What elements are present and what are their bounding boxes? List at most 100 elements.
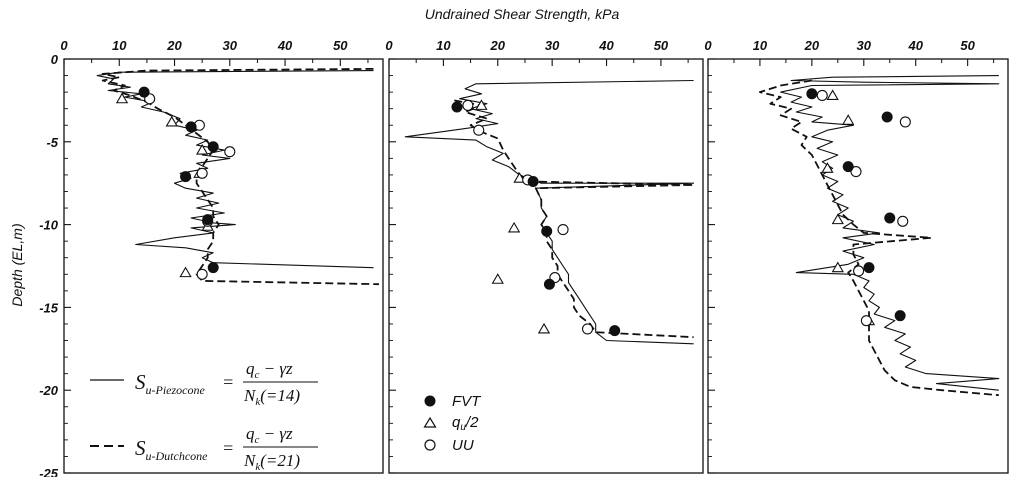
- qu2-point: [165, 115, 178, 127]
- x-tick-label: 0: [385, 38, 393, 53]
- legend-fvt-marker: [424, 395, 436, 407]
- qu2-point: [196, 143, 209, 155]
- fvt-point: [863, 262, 875, 274]
- panels-group: 0 10 20 30 40 50 0 -5 -10 -15 -20 -25 0 10 20 30 40 50 0 10…: [39, 38, 1009, 477]
- series-clip: [404, 79, 695, 345]
- fvt-point: [894, 310, 906, 322]
- x-tick-label: 50: [654, 38, 669, 53]
- x-tick-label: 20: [166, 38, 182, 53]
- fvt-point: [202, 214, 214, 226]
- qu2-point: [537, 322, 551, 334]
- qu2-point: [491, 273, 504, 284]
- x-tick-label: 0: [704, 38, 712, 53]
- legend-piezocone-equation: Su-Piezocone = qc − γz Nk(=14): [135, 359, 318, 408]
- uu-point: [196, 167, 208, 179]
- qu2-point: [179, 266, 192, 278]
- x-tick-label: 40: [907, 38, 923, 53]
- legend-uu-label: UU: [452, 437, 474, 454]
- panel-frame: [63, 58, 384, 474]
- uu-point: [860, 315, 872, 327]
- x-tick-label: 50: [960, 38, 975, 53]
- qu2-point: [115, 92, 129, 104]
- svg-text:Su-Piezocone: Su-Piezocone: [135, 370, 205, 397]
- y-tick-label: -10: [39, 218, 59, 233]
- y-tick-label: -5: [46, 135, 58, 150]
- x-tick-label: 30: [545, 38, 560, 53]
- uu-point: [899, 116, 911, 128]
- piezocone-line: [96, 70, 374, 269]
- qu2-point: [831, 261, 844, 273]
- fvt-point: [609, 325, 621, 337]
- uu-point: [196, 268, 208, 280]
- x-tick-label: 30: [857, 38, 872, 53]
- uu-point: [557, 224, 569, 236]
- panel-frame: [707, 58, 1009, 474]
- panel-frame: [388, 58, 704, 474]
- fvt-point: [806, 88, 818, 100]
- uu-point: [581, 323, 594, 335]
- fvt-point: [543, 278, 555, 290]
- x-tick-label: 10: [436, 38, 451, 53]
- fvt-point: [138, 86, 150, 98]
- y-tick-label: -25: [39, 466, 59, 477]
- uu-point: [816, 89, 828, 101]
- qu2-point: [821, 162, 834, 173]
- series-clip: [96, 68, 380, 286]
- svg-text:Nk(=21): Nk(=21): [243, 451, 300, 473]
- panel-3: 0 10 20 30 40 50: [704, 38, 1009, 474]
- fvt-point: [207, 262, 219, 274]
- uu-point: [224, 146, 236, 158]
- x-axis-title: Undrained Shear Strength, kPa: [425, 6, 620, 22]
- legend: Su-Piezocone = qc − γz Nk(=14) Su-Dutchc…: [90, 359, 482, 473]
- y-tick-label: -15: [39, 300, 59, 315]
- piezocone-line: [404, 79, 695, 345]
- fvt-point: [451, 101, 463, 113]
- qu2-point: [475, 99, 488, 110]
- x-tick-label: 0: [60, 38, 68, 53]
- legend-qu2-label: qu/2: [452, 414, 479, 433]
- svg-text:qc − γz: qc − γz: [246, 424, 293, 446]
- fvt-point: [541, 225, 553, 237]
- fvt-point: [185, 121, 197, 133]
- x-tick-label: 10: [753, 38, 768, 53]
- x-tick-label: 40: [598, 38, 614, 53]
- x-tick-label: 20: [804, 38, 820, 53]
- x-tick-label: 40: [277, 38, 293, 53]
- svg-text:qc − γz: qc − γz: [246, 359, 293, 381]
- svg-text:Nk(=14): Nk(=14): [243, 386, 300, 408]
- uu-point: [850, 166, 862, 178]
- uu-point: [853, 265, 865, 277]
- fvt-point: [884, 212, 896, 224]
- fvt-point: [527, 176, 539, 188]
- dutchcone-line: [101, 68, 380, 286]
- fvt-point: [881, 111, 893, 123]
- svg-text:=: =: [222, 438, 234, 458]
- fvt-point: [180, 171, 192, 183]
- piezocone-line: [780, 75, 1000, 391]
- x-tick-label: 20: [490, 38, 506, 53]
- legend-dutchcone-equation: Su-Dutchcone = qc − γz Nk(=21): [135, 424, 318, 473]
- qu2-point: [513, 172, 526, 183]
- y-tick-label: 0: [51, 52, 59, 67]
- uu-point: [473, 124, 485, 136]
- y-tick-label: -20: [39, 383, 59, 398]
- fvt-point: [842, 161, 854, 173]
- qu2-point: [507, 221, 521, 233]
- x-tick-label: 10: [112, 38, 127, 53]
- uu-point: [462, 99, 474, 111]
- fvt-point: [207, 141, 219, 153]
- legend-qu2-marker: [423, 416, 437, 428]
- x-tick-label: 50: [333, 38, 348, 53]
- dutchcone-line: [454, 99, 695, 339]
- panel-2: 0 10 20 30 40 50: [385, 38, 704, 474]
- svg-text:=: =: [222, 372, 234, 392]
- qu2-point: [826, 89, 839, 100]
- qu2-point: [831, 213, 844, 225]
- uu-point: [897, 215, 909, 227]
- x-tick-label: 30: [223, 38, 238, 53]
- svg-text:Su-Dutchcone: Su-Dutchcone: [135, 436, 208, 463]
- legend-fvt-label: FVT: [452, 393, 482, 410]
- qu2-point: [842, 114, 855, 125]
- dutchcone-line: [759, 79, 999, 397]
